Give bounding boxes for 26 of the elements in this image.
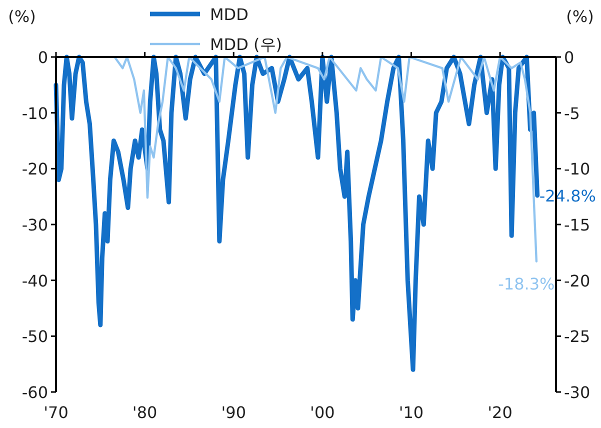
- y-tick-label: 0: [38, 48, 48, 67]
- x-tick-label: '80: [132, 403, 158, 422]
- y2-tick-label: -20: [564, 271, 590, 290]
- line-series: [114, 56, 538, 262]
- x-tick-label: '90: [221, 403, 246, 422]
- y2-tick-label: -25: [564, 327, 590, 346]
- x-tick-label: '00: [310, 403, 335, 422]
- x-tick-label: '20: [488, 403, 512, 422]
- y-axis-title: (%): [8, 7, 36, 26]
- y-tick-label: -30: [22, 216, 48, 234]
- y2-axis-title: (%): [566, 7, 594, 26]
- y-tick-label: -20: [22, 160, 48, 179]
- x-tick-label: '70: [44, 403, 68, 422]
- data-label: -18.3%: [498, 274, 555, 294]
- x-tick-label: '10: [398, 403, 424, 422]
- y2-tick-label: -30: [564, 383, 590, 402]
- y-tick-label: -60: [22, 383, 48, 402]
- y2-tick-label: -10: [564, 160, 590, 179]
- legend-label: MDD: [210, 5, 248, 24]
- legend-label: MDD (우): [210, 35, 282, 54]
- y2-tick-label: 0: [564, 48, 574, 67]
- y-tick-label: -50: [22, 327, 48, 346]
- y-tick-label: -10: [22, 104, 48, 123]
- y-tick-label: -40: [22, 271, 48, 290]
- y2-tick-label: -5: [564, 104, 580, 123]
- y2-tick-label: -15: [564, 216, 590, 234]
